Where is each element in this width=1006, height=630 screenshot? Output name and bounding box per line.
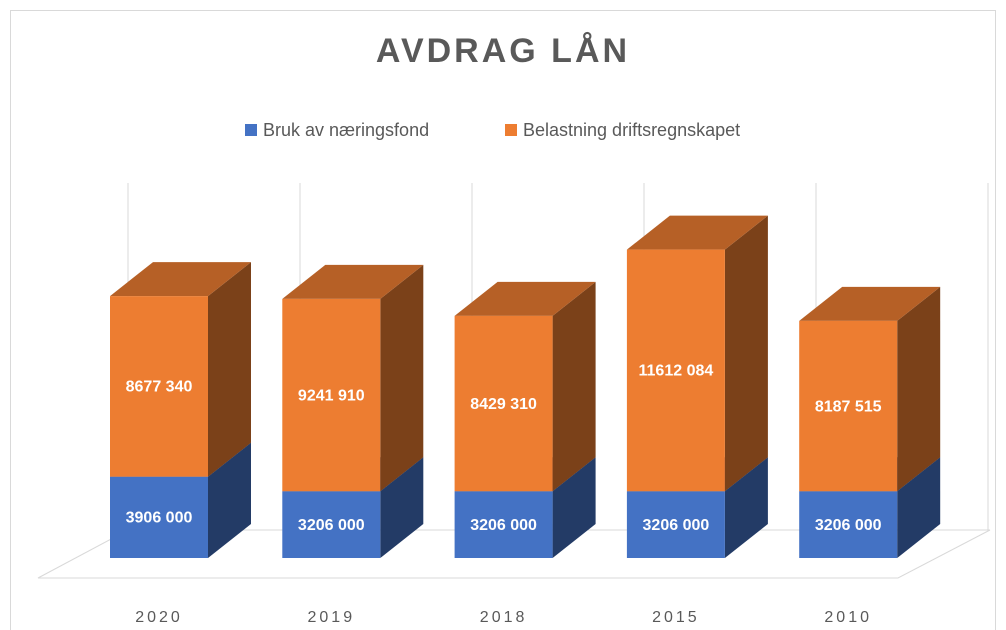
bar [799, 320, 898, 492]
legend-swatch [505, 124, 517, 136]
bar-top [454, 281, 596, 316]
data-label: 8429 310 [470, 396, 537, 413]
bar-side [380, 264, 424, 492]
bar-side [724, 215, 768, 492]
x-tick-label: 2015 [652, 609, 700, 626]
data-label: 8187 515 [815, 398, 882, 415]
legend-swatch [245, 124, 257, 136]
data-label: 3206 000 [815, 517, 882, 534]
bar [110, 296, 208, 477]
bar-top [626, 215, 768, 250]
data-label: 9241 910 [298, 387, 365, 404]
bar [110, 476, 208, 558]
x-tick-label: 2019 [308, 609, 356, 626]
bar [282, 298, 381, 492]
data-label: 11612 084 [639, 363, 714, 380]
data-label: 3206 000 [470, 517, 537, 534]
bar-side [552, 457, 596, 558]
x-tick-label: 2020 [135, 609, 183, 626]
data-label: 8677 340 [126, 379, 193, 396]
bar-side [724, 457, 768, 558]
legend-label: Belastning driftsregnskapet [523, 120, 740, 140]
bar-side [380, 457, 424, 558]
bar-top [282, 264, 424, 299]
bar-side [208, 262, 251, 477]
data-label: 3206 000 [298, 517, 365, 534]
floor [37, 529, 991, 579]
bar-side [897, 457, 941, 558]
bar [626, 249, 725, 492]
bar [454, 315, 553, 492]
bar-top [110, 262, 251, 297]
x-tick-label: 2010 [824, 609, 872, 626]
bar-side [897, 286, 941, 492]
bar-top [799, 286, 941, 321]
data-label: 3206 000 [643, 517, 710, 534]
x-tick-label: 2018 [480, 609, 528, 626]
bar-side [208, 442, 251, 558]
chart-title: AVDRAG LÅN [376, 32, 630, 70]
legend-label: Bruk av næringsfond [263, 120, 429, 140]
bar [799, 491, 898, 558]
data-label: 3906 000 [126, 510, 193, 527]
bar [454, 491, 553, 558]
bar [626, 491, 725, 558]
bar-side [552, 281, 596, 492]
bar [282, 491, 381, 558]
